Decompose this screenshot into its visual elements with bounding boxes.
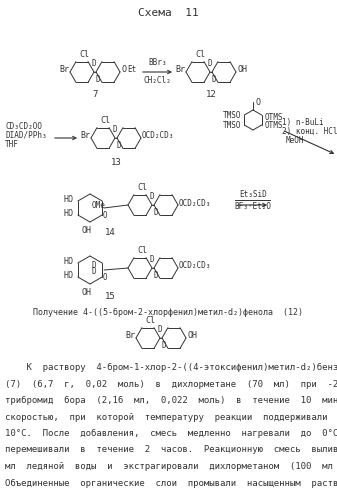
- Text: мл  ледяной  воды  и  экстрагировали  дихлорметаном  (100  мл  ×  2).: мл ледяной воды и экстрагировали дихлорм…: [5, 462, 337, 471]
- Text: D: D: [150, 255, 154, 264]
- Text: D: D: [150, 192, 154, 201]
- Text: HO: HO: [64, 196, 74, 204]
- Text: Br: Br: [125, 330, 135, 340]
- Text: BBr₃: BBr₃: [148, 58, 167, 67]
- Text: Et: Et: [127, 66, 136, 74]
- Text: DIAD/PPh₃: DIAD/PPh₃: [5, 131, 47, 140]
- Text: TMSO: TMSO: [222, 120, 241, 130]
- Text: CD₃CD₂OO: CD₃CD₂OO: [5, 122, 42, 131]
- Text: перемешивали  в  течение  2  часов.  Реакционную  смесь  выливали  в  100: перемешивали в течение 2 часов. Реакцион…: [5, 446, 337, 454]
- Text: Et₃SiD: Et₃SiD: [239, 190, 267, 199]
- Text: 10°C.  После  добавления,  смесь  медленно  нагревали  до  0°C  и: 10°C. После добавления, смесь медленно н…: [5, 429, 337, 438]
- Text: 12: 12: [206, 90, 216, 99]
- Text: D: D: [96, 75, 100, 84]
- Text: D: D: [208, 59, 212, 68]
- Text: скоростью,  при  которой  температуру  реакции  поддерживали  ниже  -: скоростью, при которой температуру реакц…: [5, 412, 337, 422]
- Text: O: O: [121, 66, 126, 74]
- Text: HO: HO: [64, 258, 74, 266]
- Text: 14: 14: [104, 228, 115, 237]
- Text: D: D: [158, 325, 162, 334]
- Text: Br: Br: [59, 64, 69, 74]
- Text: Cl: Cl: [79, 50, 89, 59]
- Text: D: D: [212, 75, 216, 84]
- Text: 2) конц. HCl: 2) конц. HCl: [282, 127, 337, 136]
- Text: К  раствору  4-бром-1-хлор-2-((4-этоксифенил)метил-d₂)бензола: К раствору 4-бром-1-хлор-2-((4-этоксифен…: [5, 363, 337, 372]
- Text: OCD₂CD₃: OCD₂CD₃: [179, 198, 211, 207]
- Text: OH: OH: [237, 66, 247, 74]
- Text: D: D: [154, 271, 158, 280]
- Text: TMSO: TMSO: [222, 110, 241, 120]
- Text: OCD₂CD₃: OCD₂CD₃: [142, 132, 174, 140]
- Text: D: D: [92, 59, 96, 68]
- Text: 1) n-BuLi: 1) n-BuLi: [282, 118, 324, 127]
- Text: Получение 4-((5-бром-2-хлорфенил)метил-d₂)фенола  (12): Получение 4-((5-бром-2-хлорфенил)метил-d…: [33, 308, 303, 317]
- Text: D: D: [117, 141, 121, 150]
- Text: Cl: Cl: [137, 183, 147, 192]
- Text: OH: OH: [187, 332, 197, 340]
- Text: D: D: [154, 208, 158, 217]
- Text: Cl: Cl: [137, 246, 147, 255]
- Text: Объединенные  органические  слои  промывали  насыщенным  раствором: Объединенные органические слои промывали…: [5, 478, 337, 488]
- Text: D: D: [92, 268, 97, 276]
- Text: D: D: [92, 260, 97, 270]
- Text: Br: Br: [175, 64, 185, 74]
- Text: HO: HO: [64, 208, 74, 218]
- Text: MeOH: MeOH: [286, 136, 305, 145]
- Text: трибромид  бора  (2,16  мл,  0,022  моль)  в  течение  10  минут  со: трибромид бора (2,16 мл, 0,022 моль) в т…: [5, 396, 337, 405]
- Text: Схема  11: Схема 11: [137, 8, 198, 18]
- Text: THF: THF: [5, 140, 19, 149]
- Text: BF₃·Et₂O: BF₃·Et₂O: [235, 202, 272, 211]
- Text: Cl: Cl: [145, 316, 155, 325]
- Text: D: D: [113, 125, 117, 134]
- Text: HO: HO: [64, 270, 74, 280]
- Text: O: O: [103, 272, 108, 281]
- Text: OH: OH: [81, 226, 91, 235]
- Text: OH: OH: [81, 288, 91, 297]
- Text: OMe: OMe: [92, 200, 106, 209]
- Text: (7)  (6,7  г,  0,02  моль)  в  дихлорметане  (70  мл)  при  -20°C  добавляли: (7) (6,7 г, 0,02 моль) в дихлорметане (7…: [5, 380, 337, 388]
- Text: Cl: Cl: [100, 116, 110, 125]
- Text: D: D: [162, 341, 166, 350]
- Text: 15: 15: [104, 292, 115, 301]
- Text: Cl: Cl: [195, 50, 205, 59]
- Text: CH₂Cl₂: CH₂Cl₂: [144, 76, 172, 85]
- Text: Br: Br: [80, 130, 90, 140]
- Text: OTMS: OTMS: [265, 120, 283, 130]
- Text: O: O: [103, 210, 108, 220]
- Text: 7: 7: [92, 90, 98, 99]
- Text: OTMS: OTMS: [265, 112, 283, 122]
- Text: 13: 13: [111, 158, 121, 167]
- Text: OCD₂CD₃: OCD₂CD₃: [179, 262, 211, 270]
- Text: O: O: [255, 98, 260, 107]
